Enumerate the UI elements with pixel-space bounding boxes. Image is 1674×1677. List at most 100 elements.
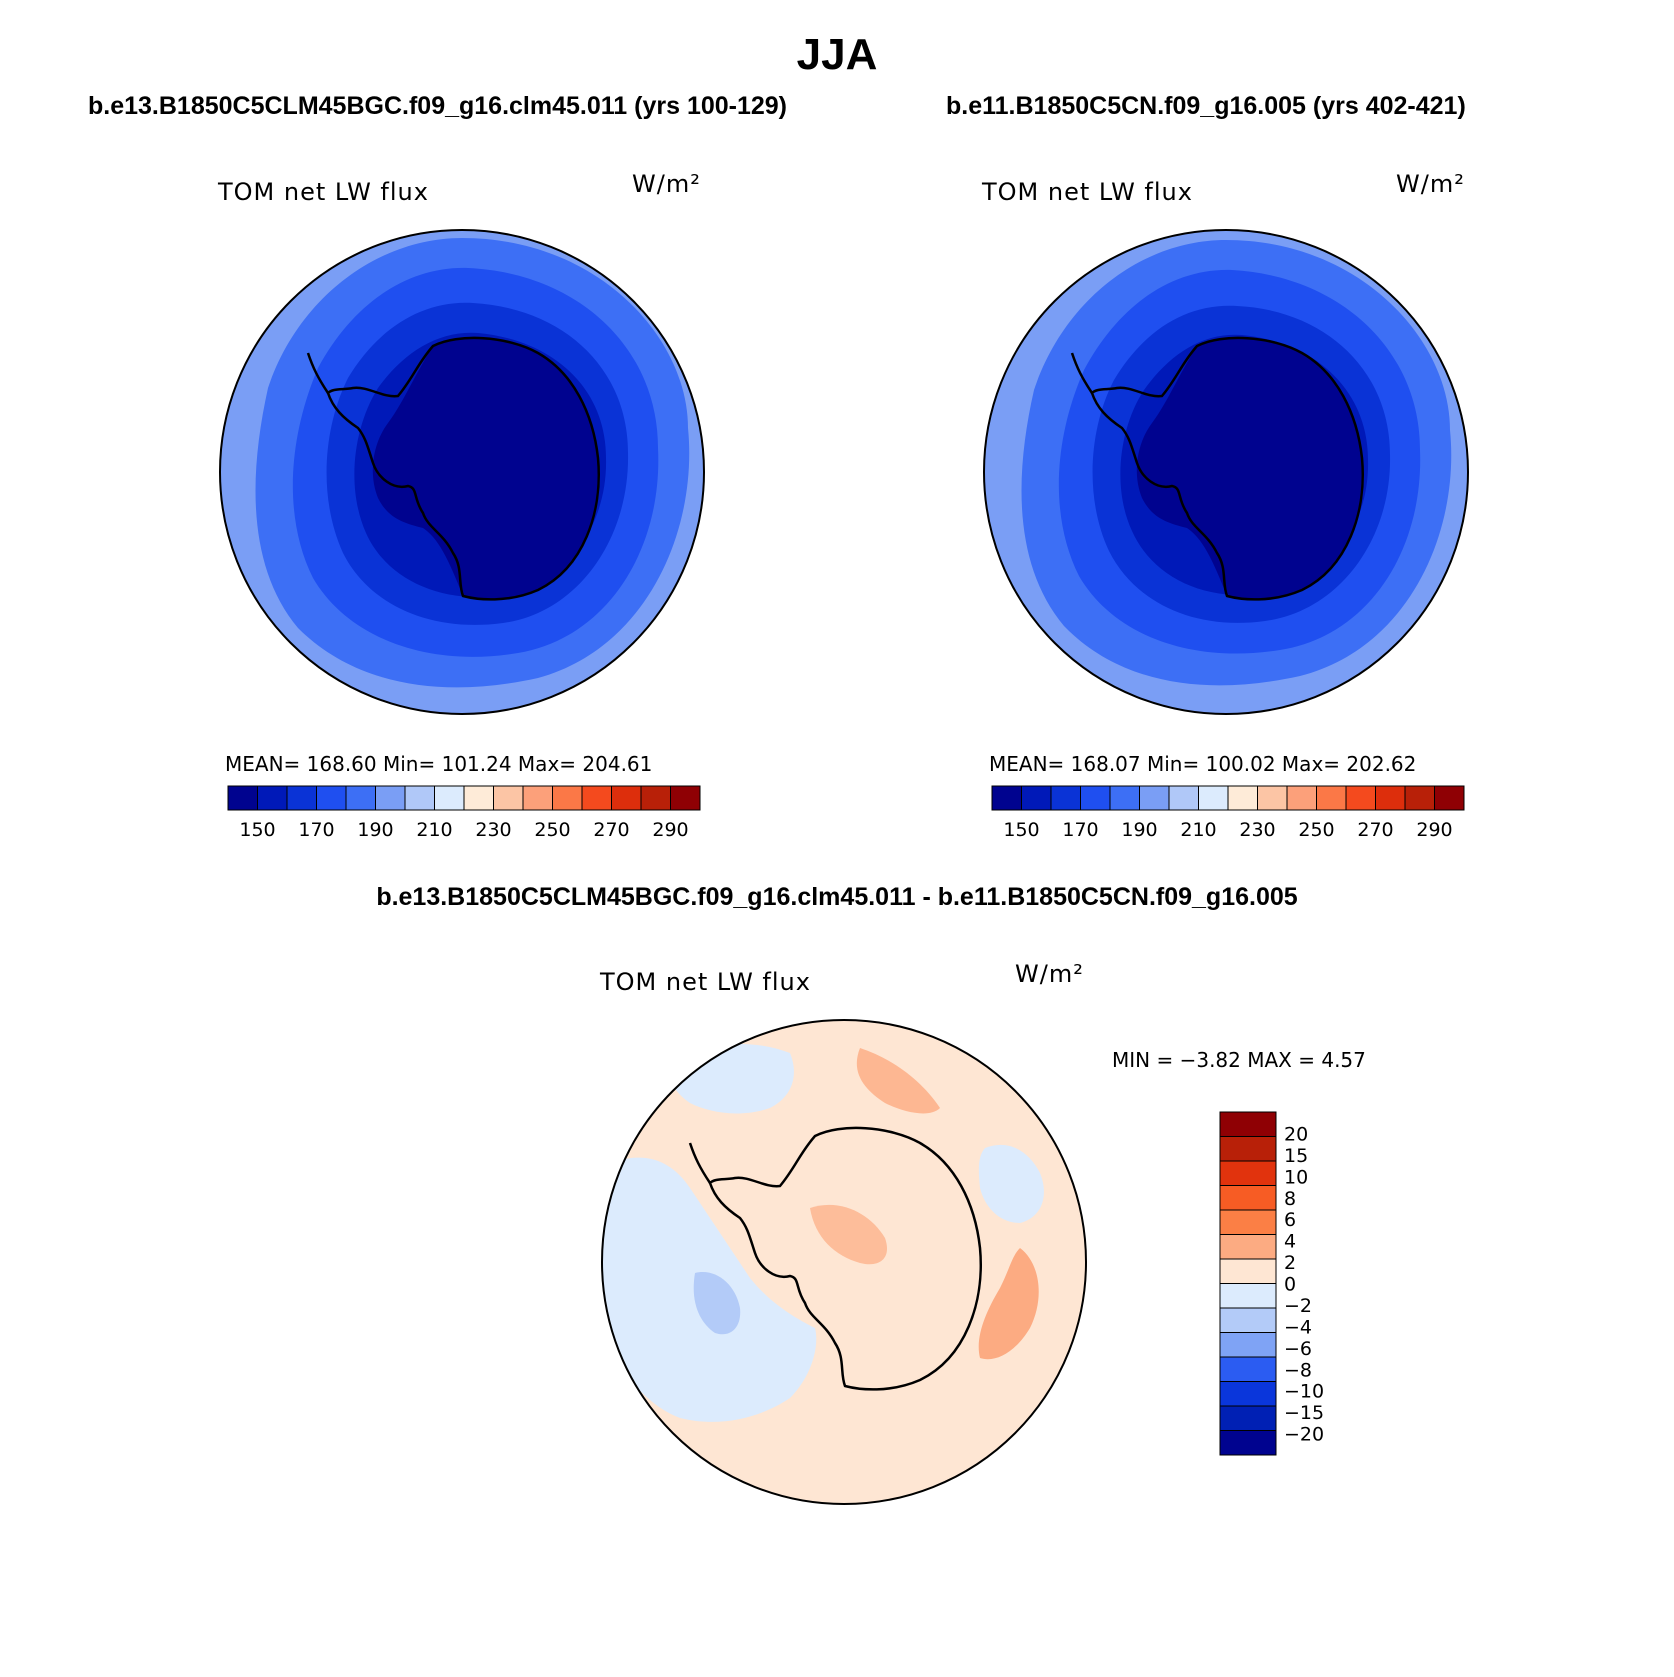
colorbar-tick-label: 250 [1298, 819, 1334, 841]
colorbar-tick-label: 10 [1284, 1166, 1308, 1188]
colorbar-tick-label: −4 [1284, 1316, 1312, 1338]
colorbar-tick-label: 150 [239, 819, 275, 841]
antarctica-coastline [326, 336, 600, 601]
colorbar-tick-label: 2 [1284, 1252, 1296, 1274]
colorbar-swatch [1198, 785, 1229, 811]
colorbar-swatch [1227, 785, 1258, 811]
colorbar-swatch [1257, 785, 1288, 811]
colorbar-swatch [286, 785, 317, 811]
colorbar-tick-label: 170 [298, 819, 334, 841]
diff-title: b.e13.B1850C5CLM45BGC.f09_g16.clm45.011 … [376, 883, 1298, 911]
colorbar-tick-label: 250 [534, 819, 570, 841]
colorbar-swatch [1021, 785, 1052, 811]
colorbar-swatch [1404, 785, 1435, 811]
map-region-positive-interior [810, 1204, 888, 1265]
peninsula-coastline [1070, 352, 1094, 394]
colorbar-swatch [1219, 1136, 1277, 1162]
colorbar-tick-label: 190 [1121, 819, 1157, 841]
colorbar-tick-label: 190 [357, 819, 393, 841]
colorbar-swatch [1109, 785, 1140, 811]
panel-2-variable-label: TOM net LW flux [982, 178, 1193, 206]
colorbar-swatch [1080, 785, 1111, 811]
diff-polar-map [601, 1019, 1087, 1505]
colorbar-swatch [522, 785, 553, 811]
colorbar-swatch [640, 785, 671, 811]
colorbar-swatch [1434, 785, 1465, 811]
colorbar-tick-label: 210 [416, 819, 452, 841]
colorbar-swatch [404, 785, 435, 811]
colorbar-tick-label: −15 [1284, 1402, 1324, 1424]
panel-2-case-title: b.e11.B1850C5CN.f09_g16.005 (yrs 402-421… [946, 92, 1466, 120]
colorbar-swatch [1168, 785, 1199, 811]
colorbar-tick-label: 270 [1357, 819, 1393, 841]
diff-units: W/m² [1015, 960, 1084, 988]
colorbar-swatch [434, 785, 465, 811]
colorbar-swatch [1219, 1185, 1277, 1211]
colorbar-tick-label: 150 [1003, 819, 1039, 841]
colorbar-tick-label: 6 [1284, 1209, 1296, 1231]
colorbar-swatch [611, 785, 642, 811]
colorbar-swatch [1219, 1209, 1277, 1235]
peninsula-coastline [306, 352, 330, 394]
colorbar-tick-label: 15 [1284, 1145, 1308, 1167]
colorbar-swatch [1219, 1356, 1277, 1382]
panel-2-units: W/m² [1396, 170, 1465, 198]
colorbar-swatch [1316, 785, 1347, 811]
colorbar-tick-label: 270 [593, 819, 629, 841]
colorbar-swatch [345, 785, 376, 811]
colorbar-swatch [1219, 1430, 1277, 1456]
colorbar-swatch [991, 785, 1022, 811]
colorbar-swatch [1286, 785, 1317, 811]
diff-variable-label: TOM net LW flux [600, 968, 811, 996]
colorbar-tick-label: 230 [1239, 819, 1275, 841]
antarctica-coastline [1090, 336, 1364, 601]
colorbar-tick-label: 4 [1284, 1231, 1296, 1253]
colorbar-swatch [1219, 1381, 1277, 1407]
panel-1-case-title: b.e13.B1850C5CLM45BGC.f09_g16.clm45.011 … [88, 92, 788, 120]
colorbar-swatch [1219, 1111, 1277, 1137]
panel-1-variable-label: TOM net LW flux [218, 178, 429, 206]
colorbar-tick-label: −20 [1284, 1424, 1324, 1446]
colorbar-swatch [316, 785, 347, 811]
colorbar-tick-label: 170 [1062, 819, 1098, 841]
colorbar-swatch [670, 785, 701, 811]
map-region-positive-east [978, 1248, 1039, 1360]
colorbar-swatch [581, 785, 612, 811]
colorbar-swatch [1345, 785, 1376, 811]
colorbar-swatch [1219, 1160, 1277, 1186]
colorbar-swatch [1219, 1234, 1277, 1260]
panel-1-polar-map [219, 229, 705, 715]
colorbar-swatch [1219, 1283, 1277, 1309]
colorbar-swatch [1219, 1405, 1277, 1431]
colorbar-swatch [463, 785, 494, 811]
colorbar-swatch [1219, 1332, 1277, 1358]
panel-2-stats: MEAN= 168.07 Min= 100.02 Max= 202.62 [989, 752, 1417, 776]
map-band-inner [1136, 337, 1363, 600]
colorbar-tick-label: −8 [1284, 1359, 1312, 1381]
colorbar-swatch [375, 785, 406, 811]
map-boundary [219, 229, 705, 715]
colorbar-swatch [1139, 785, 1170, 811]
colorbar-swatch [493, 785, 524, 811]
colorbar-tick-label: 290 [652, 819, 688, 841]
colorbar-swatch [1219, 1258, 1277, 1284]
colorbar-swatch [1219, 1307, 1277, 1333]
panel-1-stats: MEAN= 168.60 Min= 101.24 Max= 204.61 [225, 752, 653, 776]
colorbar-tick-label: −2 [1284, 1295, 1312, 1317]
colorbar-tick-label: 230 [475, 819, 511, 841]
colorbar-tick-label: 0 [1284, 1274, 1296, 1296]
colorbar-tick-label: −6 [1284, 1338, 1312, 1360]
panel-2-colorbar: 150 170 190 210 230 250 270 290 [991, 785, 1465, 841]
colorbar-swatch [1050, 785, 1081, 811]
colorbar-tick-label: 210 [1180, 819, 1216, 841]
colorbar-tick-label: 8 [1284, 1188, 1296, 1210]
colorbar-swatch [257, 785, 288, 811]
peninsula-coastline [688, 1142, 712, 1184]
figure-title: JJA [796, 30, 878, 79]
diff-minmax: MIN = −3.82 MAX = 4.57 [1112, 1048, 1366, 1072]
antarctica-coastline [708, 1126, 982, 1391]
map-band-inner [372, 337, 599, 600]
colorbar-tick-label: 20 [1284, 1123, 1308, 1145]
map-region-negative-east [978, 1144, 1044, 1223]
